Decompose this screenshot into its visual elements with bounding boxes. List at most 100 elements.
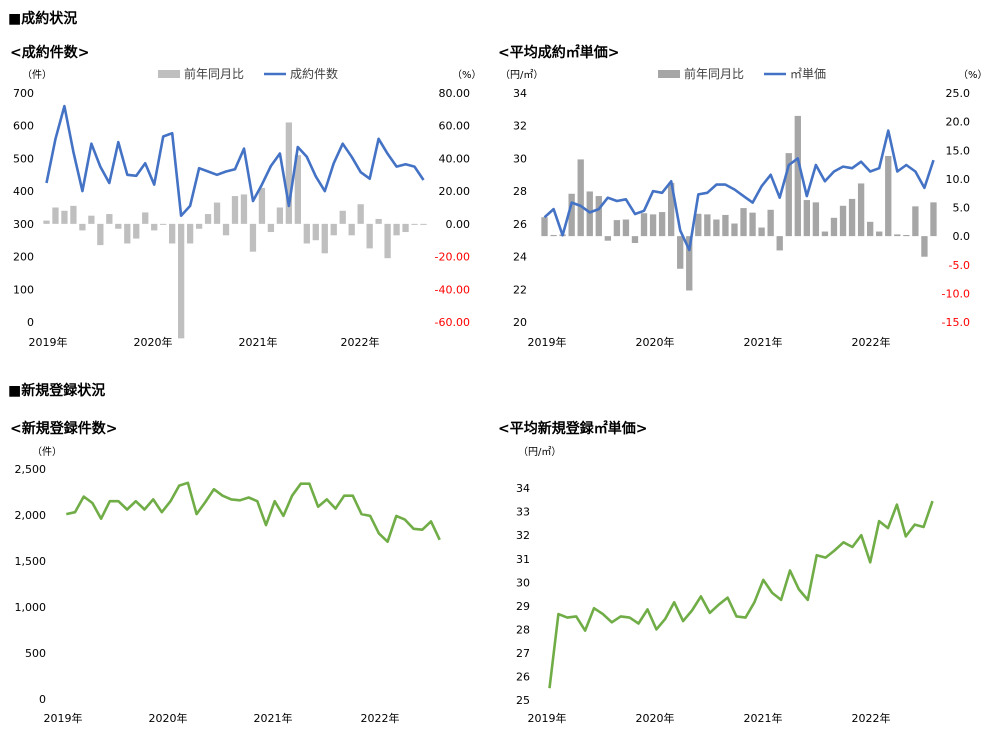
x-tick-label: 2019年 — [44, 711, 83, 725]
bar-yoy — [848, 198, 856, 237]
left-tick-label: 31 — [516, 553, 530, 566]
bar-yoy — [169, 223, 176, 244]
bar-yoy — [195, 223, 203, 229]
section-title-contracts: ■成約状況 — [8, 11, 78, 27]
bar-yoy — [686, 236, 693, 291]
bar-yoy — [276, 207, 284, 224]
bar-yoy — [43, 220, 50, 224]
left-tick-label: 29 — [516, 600, 530, 613]
bar-yoy — [677, 236, 684, 269]
bar-yoy — [240, 194, 248, 224]
bar-yoy — [52, 207, 59, 224]
line-series — [66, 481, 441, 544]
left-tick-label: 0 — [39, 693, 46, 706]
left-tick-label: 25 — [516, 694, 530, 707]
bar-yoy — [885, 155, 892, 237]
left-tick-label: 34 — [516, 482, 530, 495]
bar-yoy — [595, 196, 602, 237]
x-tick-label: 2021年 — [744, 335, 783, 349]
right-tick-label: 5.0 — [953, 202, 971, 215]
x-tick-label: 2019年 — [528, 711, 567, 725]
chart-title-contract-count: <成約件数> — [10, 45, 90, 61]
x-tick-label: 2021年 — [239, 335, 278, 349]
legend-bar-swatch — [158, 70, 180, 78]
left-tick-label: 1,500 — [15, 555, 47, 568]
right-tick-label: 10.0 — [946, 173, 971, 186]
legend-bar-label: 前年同月比 — [184, 66, 244, 81]
bar-yoy — [667, 182, 675, 237]
left-tick-label: 22 — [513, 283, 527, 296]
x-tick-label: 2021年 — [744, 711, 783, 725]
x-tick-label: 2019年 — [528, 335, 567, 349]
left-tick-label: 500 — [13, 152, 34, 165]
bar-yoy — [857, 183, 865, 237]
bar-yoy — [704, 214, 711, 237]
right-tick-label: -10.0 — [942, 287, 970, 300]
left-tick-label: 2,000 — [15, 509, 47, 522]
bar-yoy — [903, 234, 910, 237]
bar-yoy — [921, 236, 928, 257]
line-series — [45, 104, 425, 217]
left-axis-unit: （円/㎡） — [518, 446, 561, 458]
bar-yoy — [312, 223, 319, 241]
bar-yoy — [876, 231, 883, 237]
x-tick-label: 2020年 — [636, 711, 675, 725]
bar-yoy — [604, 236, 612, 241]
left-tick-label: 27 — [516, 647, 530, 660]
right-tick-label: 20.0 — [946, 116, 971, 129]
x-tick-label: 2022年 — [852, 335, 891, 349]
bar-yoy — [586, 191, 593, 237]
right-tick-label: -60.00 — [435, 316, 470, 329]
chart-title-new-registrations: <新規登録件数> — [10, 421, 118, 437]
right-tick-label: 15.0 — [946, 144, 971, 157]
bar-yoy — [930, 202, 937, 237]
left-tick-label: 30 — [516, 576, 530, 589]
bar-yoy — [722, 214, 729, 237]
bar-yoy — [142, 212, 149, 224]
left-axis-unit: （円/㎡） — [500, 69, 543, 81]
bar-yoy — [393, 223, 400, 236]
left-tick-label: 400 — [13, 185, 34, 198]
left-tick-label: 700 — [13, 87, 34, 100]
bar-yoy — [339, 210, 346, 224]
bar-yoy — [550, 234, 557, 237]
legend-bar-label: 前年同月比 — [684, 66, 744, 81]
left-tick-label: 28 — [513, 185, 527, 198]
left-tick-label: 20 — [513, 316, 527, 329]
bar-yoy — [640, 213, 648, 237]
right-tick-label: -15.0 — [942, 316, 970, 329]
bar-yoy — [160, 223, 167, 225]
left-tick-label: 34 — [513, 87, 527, 100]
bar-yoy — [366, 223, 373, 249]
x-tick-label: 2020年 — [149, 711, 188, 725]
right-axis-unit: （%） — [958, 69, 988, 81]
bar-yoy — [713, 219, 720, 237]
line-series — [543, 129, 935, 252]
right-tick-label: 20.00 — [439, 185, 471, 198]
left-tick-label: 500 — [25, 647, 46, 660]
left-axis-unit: （件） — [22, 69, 52, 81]
legend-line-label: ㎡単価 — [790, 67, 826, 81]
x-tick-label: 2021年 — [254, 711, 293, 725]
bar-yoy — [222, 223, 230, 236]
right-tick-label: 80.00 — [439, 87, 471, 100]
bar-yoy — [133, 223, 140, 239]
left-axis-unit: （件） — [32, 446, 62, 458]
left-tick-label: 26 — [516, 670, 530, 683]
bar-yoy — [776, 236, 783, 251]
left-tick-label: 32 — [516, 529, 530, 542]
bar-yoy — [204, 214, 212, 224]
right-tick-label: -40.00 — [435, 283, 470, 296]
bar-yoy — [249, 223, 257, 252]
bar-yoy — [767, 209, 774, 237]
right-tick-label: 40.00 — [439, 152, 471, 165]
bar-yoy — [894, 234, 901, 237]
bar-yoy — [213, 202, 221, 224]
legend-line-label: 成約件数 — [290, 66, 338, 81]
left-tick-label: 600 — [13, 120, 34, 133]
left-tick-label: 24 — [513, 251, 527, 264]
bar-yoy — [695, 213, 702, 237]
bar-yoy — [231, 196, 239, 224]
right-tick-label: 60.00 — [439, 120, 471, 133]
